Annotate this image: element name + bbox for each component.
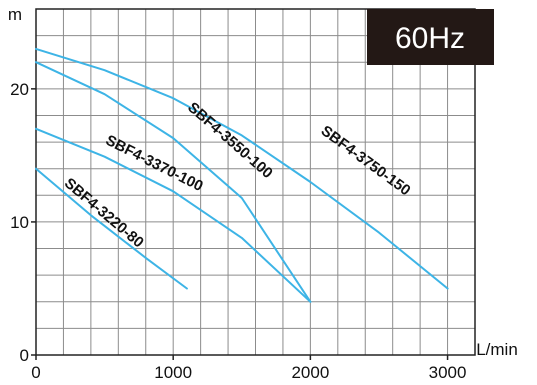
y-unit-label: m [8,5,22,24]
y-tick-label: 10 [10,213,29,232]
grid-lines [36,9,475,355]
badge-background [367,9,494,65]
x-tick-label: 1000 [154,363,192,382]
x-tick-label: 2000 [291,363,329,382]
series-line [35,127,312,303]
x-tick-label: 0 [31,363,40,382]
x-tick-label: 3000 [429,363,467,382]
series-line [35,61,312,303]
series-lines [35,47,449,303]
series-line [35,167,188,290]
badge-text: 60Hz [395,22,465,55]
series-label: SBF4-3550-100 [184,99,276,182]
plot-frame [35,8,476,356]
y-tick-label: 20 [10,80,29,99]
tick-labels: 0 1000 2000 3000 0 10 20 [10,80,466,382]
series-label: SBF4-3220-80 [61,175,147,252]
frequency-badge: 60Hz [367,9,494,65]
y-tick-label: 0 [20,346,29,365]
axes [31,8,476,360]
x-unit-label: L/min [476,340,518,359]
series-line [35,47,449,290]
